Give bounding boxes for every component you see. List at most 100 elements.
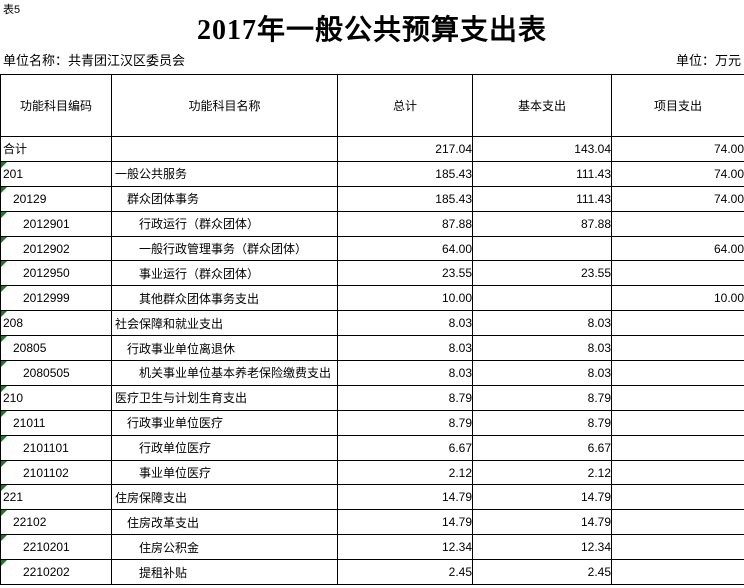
total-cell[interactable]: 14.79: [337, 484, 473, 511]
total-cell[interactable]: 14.79: [337, 509, 473, 536]
code-cell[interactable]: 2210201: [0, 534, 112, 561]
project-expense-cell[interactable]: [611, 484, 744, 511]
total-cell[interactable]: 23.55: [337, 260, 473, 287]
code-cell[interactable]: 2012901: [0, 210, 112, 237]
table-row: 210 医疗卫生与计划生育支出 8.79 8.79: [0, 384, 744, 411]
basic-expense-cell[interactable]: 111.43: [472, 185, 612, 212]
code-cell[interactable]: 合计: [0, 136, 112, 162]
name-cell[interactable]: 提租补贴: [111, 559, 338, 586]
basic-expense-cell[interactable]: 14.79: [472, 484, 612, 511]
basic-expense-cell[interactable]: 8.03: [472, 360, 612, 386]
code-cell[interactable]: 2101102: [0, 459, 112, 486]
project-expense-cell[interactable]: [611, 559, 744, 586]
total-cell[interactable]: 8.03: [337, 360, 473, 386]
column-header-basic[interactable]: 基本支出: [472, 74, 612, 137]
basic-expense-cell[interactable]: 8.79: [472, 384, 612, 411]
cell-error-flag-icon: [1, 411, 7, 417]
basic-expense-cell[interactable]: 23.55: [472, 260, 612, 287]
basic-expense-cell[interactable]: 12.34: [472, 534, 612, 561]
total-cell[interactable]: 2.12: [337, 459, 473, 486]
project-expense-cell[interactable]: [611, 434, 744, 461]
project-expense-cell[interactable]: [611, 534, 744, 561]
basic-expense-cell[interactable]: 2.45: [472, 559, 612, 586]
name-cell[interactable]: 事业单位医疗: [111, 459, 338, 486]
column-header-total[interactable]: 总计: [337, 74, 473, 137]
project-expense-cell[interactable]: 74.00: [611, 136, 744, 162]
table-row: 221 住房保障支出 14.79 14.79: [0, 484, 744, 511]
name-cell[interactable]: 行政事业单位离退休: [111, 335, 338, 362]
project-expense-cell[interactable]: [611, 409, 744, 436]
code-cell[interactable]: 201: [0, 160, 112, 187]
project-expense-cell[interactable]: [611, 210, 744, 237]
code-cell[interactable]: 2101101: [0, 434, 112, 461]
code-cell[interactable]: 2080505: [0, 360, 112, 386]
total-cell[interactable]: 8.79: [337, 409, 473, 436]
basic-expense-cell[interactable]: 14.79: [472, 509, 612, 536]
total-cell[interactable]: 185.43: [337, 185, 473, 212]
total-cell[interactable]: 217.04: [337, 136, 473, 162]
total-cell[interactable]: 10.00: [337, 285, 473, 312]
total-cell[interactable]: 12.34: [337, 534, 473, 561]
code-cell[interactable]: 20805: [0, 335, 112, 362]
basic-expense-cell[interactable]: 143.04: [472, 136, 612, 162]
code-cell[interactable]: 2210202: [0, 559, 112, 586]
total-cell[interactable]: 185.43: [337, 160, 473, 187]
basic-expense-cell[interactable]: 6.67: [472, 434, 612, 461]
name-cell[interactable]: 机关事业单位基本养老保险缴费支出: [111, 360, 338, 386]
project-expense-cell[interactable]: [611, 310, 744, 337]
total-cell[interactable]: 6.67: [337, 434, 473, 461]
basic-expense-cell[interactable]: 8.03: [472, 335, 612, 362]
basic-expense-cell[interactable]: 111.43: [472, 160, 612, 187]
project-expense-cell[interactable]: [611, 384, 744, 411]
code-cell[interactable]: 2012902: [0, 235, 112, 262]
basic-expense-cell[interactable]: 8.03: [472, 310, 612, 337]
name-cell[interactable]: 社会保障和就业支出: [111, 310, 338, 337]
name-cell[interactable]: 住房保障支出: [111, 484, 338, 511]
code-cell[interactable]: 2012999: [0, 285, 112, 312]
name-cell[interactable]: 群众团体事务: [111, 185, 338, 212]
project-expense-cell[interactable]: [611, 260, 744, 287]
code-cell[interactable]: 221: [0, 484, 112, 511]
column-header-code[interactable]: 功能科目编码: [0, 74, 112, 137]
name-cell[interactable]: 医疗卫生与计划生育支出: [111, 384, 338, 411]
basic-expense-cell[interactable]: [472, 285, 612, 312]
cell-error-flag-icon: [1, 286, 7, 293]
name-cell[interactable]: 住房公积金: [111, 534, 338, 561]
project-expense-cell[interactable]: [611, 459, 744, 486]
total-cell[interactable]: 8.03: [337, 310, 473, 337]
basic-expense-cell[interactable]: 87.88: [472, 210, 612, 237]
code-cell[interactable]: 208: [0, 310, 112, 337]
project-expense-cell[interactable]: 10.00: [611, 285, 744, 312]
total-cell[interactable]: 64.00: [337, 235, 473, 262]
project-expense-cell[interactable]: [611, 509, 744, 536]
project-expense-cell[interactable]: 74.00: [611, 185, 744, 212]
code-cell[interactable]: 22102: [0, 509, 112, 536]
code-cell[interactable]: 20129: [0, 185, 112, 212]
total-cell[interactable]: 2.45: [337, 559, 473, 586]
name-cell[interactable]: 行政事业单位医疗: [111, 409, 338, 436]
code-cell[interactable]: 210: [0, 384, 112, 411]
name-cell[interactable]: 事业运行（群众团体）: [111, 260, 338, 287]
total-cell[interactable]: 87.88: [337, 210, 473, 237]
basic-expense-cell[interactable]: 2.12: [472, 459, 612, 486]
project-expense-cell[interactable]: [611, 335, 744, 362]
name-cell[interactable]: 行政运行（群众团体）: [111, 210, 338, 237]
name-cell[interactable]: 一般公共服务: [111, 160, 338, 187]
name-cell[interactable]: 一般行政管理事务（群众团体）: [111, 235, 338, 262]
code-cell[interactable]: 2012950: [0, 260, 112, 287]
project-expense-cell[interactable]: 64.00: [611, 235, 744, 262]
project-expense-cell[interactable]: [611, 360, 744, 386]
name-cell[interactable]: 其他群众团体事务支出: [111, 285, 338, 312]
code-cell[interactable]: 21011: [0, 409, 112, 436]
column-header-project[interactable]: 项目支出: [611, 74, 744, 137]
basic-expense-cell[interactable]: 8.79: [472, 409, 612, 436]
code-text: 2101101: [23, 440, 69, 455]
project-expense-cell[interactable]: 74.00: [611, 160, 744, 187]
column-header-name[interactable]: 功能科目名称: [111, 74, 338, 137]
total-cell[interactable]: 8.03: [337, 335, 473, 362]
name-cell[interactable]: [111, 136, 338, 162]
basic-expense-cell[interactable]: [472, 235, 612, 262]
total-cell[interactable]: 8.79: [337, 384, 473, 411]
name-cell[interactable]: 住房改革支出: [111, 509, 338, 536]
name-cell[interactable]: 行政单位医疗: [111, 434, 338, 461]
